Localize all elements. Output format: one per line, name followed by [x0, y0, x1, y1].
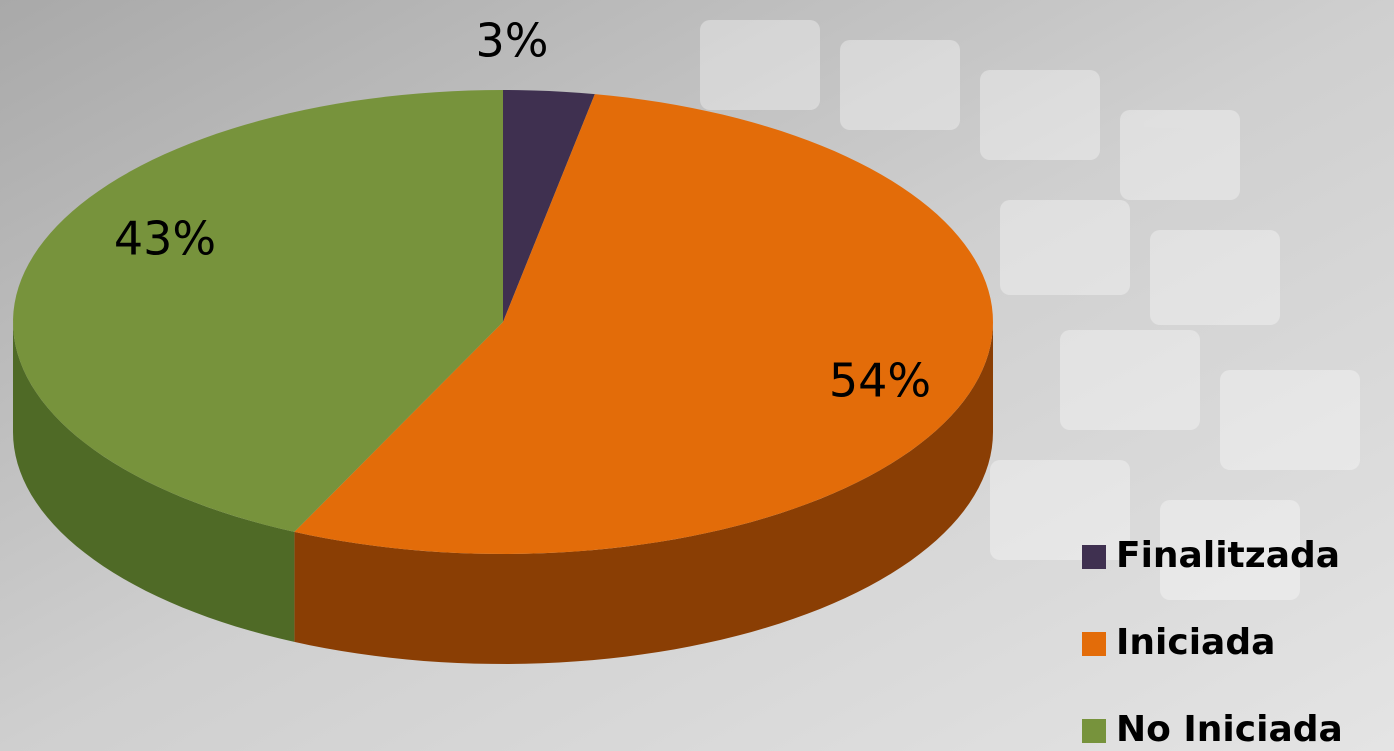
slice — [13, 90, 504, 532]
legend: Finalitzada Iniciada No Iniciada — [1082, 535, 1343, 750]
data-label: 54% — [829, 354, 931, 408]
legend-swatch — [1082, 632, 1106, 656]
legend-swatch — [1082, 545, 1106, 569]
slice — [503, 90, 595, 322]
legend-label: Finalitzada — [1116, 535, 1340, 576]
data-label: 43% — [114, 212, 216, 266]
slice — [294, 94, 993, 554]
data-label: 3% — [476, 14, 549, 68]
slice-side — [294, 322, 993, 664]
legend-swatch — [1082, 719, 1106, 743]
labels: 3% 54% 43% — [114, 14, 931, 408]
legend-label: Iniciada — [1116, 622, 1275, 663]
slice-side — [13, 322, 295, 642]
legend-label: No Iniciada — [1116, 709, 1343, 750]
keyboard-backdrop — [700, 20, 1360, 600]
pie — [13, 90, 993, 664]
